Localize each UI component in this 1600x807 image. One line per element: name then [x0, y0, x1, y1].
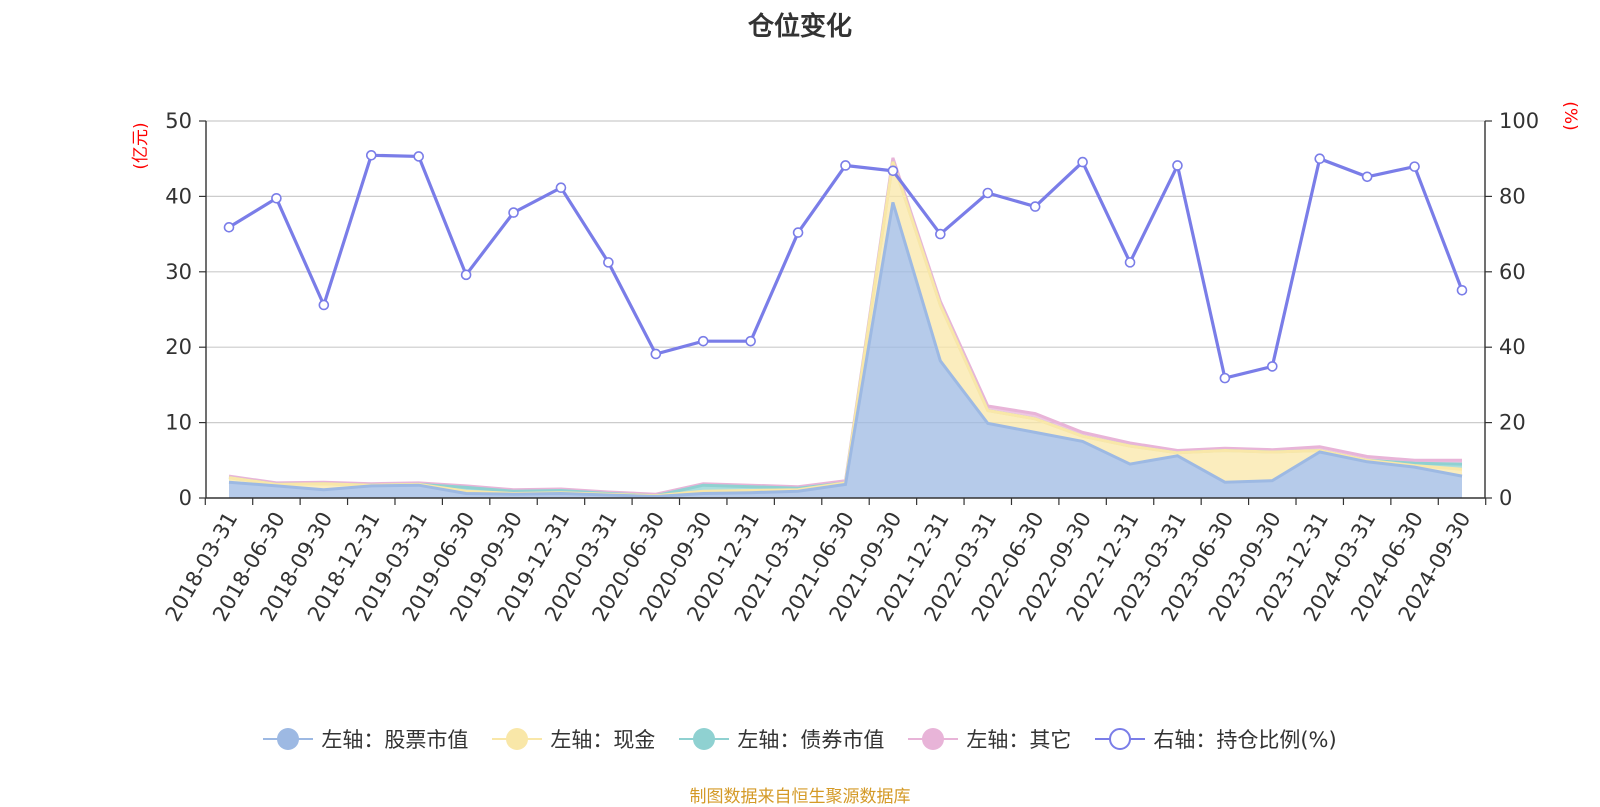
legend-item-stock[interactable]: 左轴：股票市值 [263, 724, 468, 754]
ratio-point [650, 348, 662, 360]
ratio-line-path [228, 153, 1464, 381]
area-左轴：现金 [229, 161, 1462, 497]
left-axis-tick-label: 30 [165, 260, 192, 284]
ratio-point [1409, 161, 1420, 172]
legend: 左轴：股票市值 左轴：现金 左轴：债券市值 左轴：其它 右轴：持仓比例(%) [0, 724, 1600, 754]
right-axis-tick-label: 20 [1499, 411, 1526, 435]
left-axis-tick-label: 10 [165, 411, 192, 435]
ratio-point [223, 222, 235, 233]
legend-label: 右轴：持仓比例(%) [1153, 728, 1337, 752]
ratio-point [1456, 284, 1468, 296]
ratio-point [460, 269, 472, 281]
left-axis-tick-label: 40 [165, 184, 192, 208]
left-axis-tick-label: 50 [165, 109, 192, 133]
legend-marker-icon [263, 727, 314, 751]
legend-item-ratio[interactable]: 右轴：持仓比例(%) [1095, 724, 1337, 754]
ratio-point [840, 160, 851, 171]
ratio-point [1077, 156, 1088, 168]
right-axis-tick-label: 0 [1499, 486, 1512, 510]
ratio-point [318, 299, 330, 311]
ratio-point [935, 228, 946, 240]
chart-title: 仓位变化 [747, 12, 852, 42]
left-axis-tick-label: 0 [179, 486, 192, 510]
ratio-point [1267, 361, 1278, 372]
ratio-point [745, 335, 756, 347]
area-edge-左轴：其它 [228, 157, 1462, 496]
legend-marker-icon [908, 727, 959, 751]
ratio-point [697, 335, 709, 347]
grid-lines [206, 120, 1485, 424]
ratio-point [413, 151, 424, 162]
area-左轴：股票市值 [229, 202, 1462, 498]
left-axis-unit: (亿元) [131, 122, 151, 169]
area-edge-左轴：股票市值 [228, 201, 1463, 499]
right-axis-tick-label: 100 [1499, 109, 1539, 133]
legend-marker-icon [1095, 727, 1146, 751]
legend-marker-icon [679, 727, 730, 751]
legend-label: 左轴：债券市值 [737, 728, 885, 752]
legend-label: 左轴：其它 [966, 728, 1072, 752]
legend-item-other[interactable]: 左轴：其它 [908, 724, 1071, 754]
right-axis-tick-label: 40 [1499, 335, 1526, 359]
area-edge-左轴：现金 [228, 161, 1463, 498]
ratio-point [271, 192, 282, 204]
ratio-point [508, 207, 519, 218]
source-note: 制图数据来自恒生聚源数据库 [689, 787, 911, 807]
ratio-point [1124, 257, 1136, 268]
ratio-point [603, 257, 614, 268]
legend-label: 左轴：现金 [550, 728, 656, 752]
left-axis-tick-label: 20 [165, 335, 192, 359]
area-左轴：其它 [229, 157, 1462, 496]
right-axis-tick-label: 80 [1499, 184, 1526, 208]
ratio-point [365, 150, 377, 161]
ratio-point [1361, 171, 1373, 183]
area-edge-左轴：债券市值 [228, 161, 1463, 498]
right-axis-tick-label: 60 [1499, 260, 1526, 284]
legend-item-cash[interactable]: 左轴：现金 [492, 724, 655, 754]
legend-item-bond[interactable]: 左轴：债券市值 [679, 724, 884, 754]
ratio-point [555, 182, 567, 194]
ratio-point [1172, 160, 1183, 171]
axes: 010203040500204060801002018-03-312018-06… [161, 109, 1539, 625]
stacked-areas [228, 157, 1463, 499]
ratio-point [1029, 201, 1041, 212]
right-axis-unit: (%) [1560, 101, 1580, 130]
ratio-point [1219, 372, 1231, 384]
ratio-line [223, 150, 1468, 384]
area-左轴：债券市值 [229, 161, 1462, 496]
legend-label: 左轴：股票市值 [321, 728, 469, 752]
ratio-point [887, 165, 899, 177]
legend-marker-icon [492, 727, 543, 751]
ratio-point [792, 227, 804, 238]
ratio-point [982, 187, 994, 199]
ratio-point [1314, 153, 1326, 164]
